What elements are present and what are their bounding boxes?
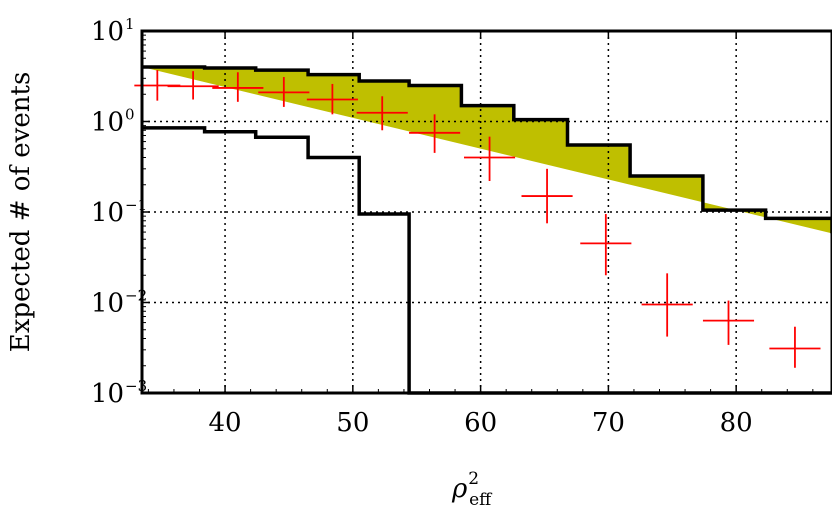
tick-mark-layer: [142, 30, 814, 394]
data-point: [167, 71, 219, 100]
data-point: [409, 114, 461, 153]
y-tick-label: 10: [91, 198, 124, 228]
y-tick-label-exponent: 1: [125, 15, 135, 33]
data-point: [212, 72, 264, 102]
band-upper-edge: [142, 65, 832, 234]
data-point: [464, 136, 516, 182]
data-marker-layer: [134, 70, 821, 368]
data-point: [580, 214, 632, 276]
x-tick-label: 70: [592, 408, 625, 438]
y-tick-label-exponent: −1: [125, 196, 147, 214]
y-tick-label-base: 10: [91, 198, 124, 228]
y-tick-label: 10: [91, 17, 124, 47]
y-tick-label-base: 10: [91, 17, 124, 47]
y-tick-label-base: 10: [91, 379, 124, 409]
x-axis-label-subscript: eff: [469, 490, 493, 510]
x-tick-label: 50: [336, 408, 369, 438]
x-tick-label: 80: [720, 408, 753, 438]
data-point: [702, 300, 755, 345]
data-point: [258, 77, 310, 107]
x-axis-label: ρ2 eff: [451, 469, 493, 510]
data-point: [641, 273, 693, 337]
x-axis-label-superscript: 2: [468, 469, 479, 489]
grid-layer: [142, 31, 832, 393]
band-lower-edge: [142, 126, 832, 395]
y-tick-label: 10: [91, 108, 124, 138]
data-point: [356, 96, 408, 131]
x-axis-label-symbol: ρ: [451, 474, 468, 504]
y-tick-label-exponent: 0: [125, 106, 135, 124]
uncertainty-band-fill: [142, 67, 832, 234]
y-tick-label-exponent: −2: [125, 287, 147, 305]
y-tick-label-base: 10: [91, 108, 124, 138]
y-tick-label-base: 10: [91, 289, 124, 319]
y-tick-label: 10: [91, 379, 124, 409]
x-tick-label: 60: [464, 408, 497, 438]
y-tick-label: 10: [91, 289, 124, 319]
y-axis-label: Expected # of events: [6, 72, 36, 353]
data-point: [769, 326, 821, 368]
y-tick-label-exponent: −3: [125, 377, 147, 395]
data-point: [521, 168, 573, 224]
data-point: [306, 83, 358, 115]
x-tick-label: 40: [209, 408, 242, 438]
